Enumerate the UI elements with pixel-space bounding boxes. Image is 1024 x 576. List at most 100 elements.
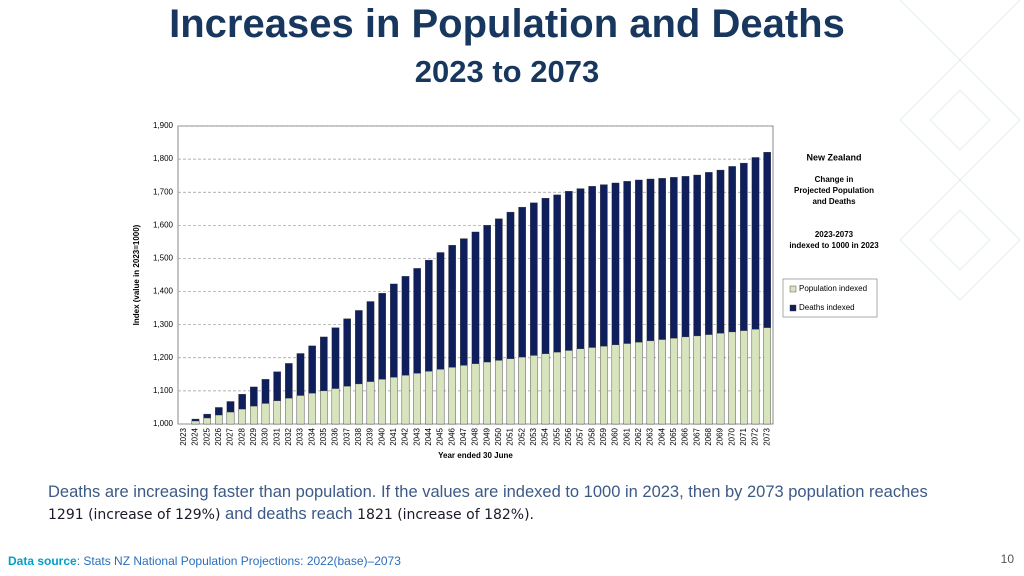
x-tick-label: 2046	[447, 427, 456, 445]
bar	[250, 405, 258, 425]
x-tick-label: 2035	[319, 427, 328, 445]
bar	[261, 403, 270, 425]
bar	[460, 365, 468, 425]
bar	[378, 379, 386, 425]
bar	[751, 329, 760, 425]
bar	[495, 360, 503, 425]
decoration	[899, 0, 1021, 301]
bar	[471, 363, 480, 425]
annotation: and Deaths	[812, 197, 856, 206]
legend-label: Deaths indexed	[799, 303, 855, 312]
x-tick-label: 2067	[692, 427, 701, 445]
caption-text: 1821 (increase of 182%).	[357, 507, 535, 523]
bar	[541, 353, 550, 425]
x-axis-title: Year ended 30 June	[438, 451, 513, 460]
x-tick-label: 2036	[331, 427, 340, 445]
y-tick-label: 1,200	[153, 353, 174, 362]
caption-text: 1291 (increase of 129%)	[48, 507, 221, 523]
y-axis-title: Index (value in 2023=1000)	[132, 224, 141, 325]
x-tick-label: 2045	[436, 427, 445, 445]
x-tick-label: 2031	[272, 427, 281, 445]
bar	[623, 343, 631, 425]
annotation: indexed to 1000 in 2023	[789, 241, 879, 250]
bar	[635, 342, 643, 425]
legend-label: Population indexed	[799, 284, 867, 293]
bar	[763, 327, 771, 425]
annotation: Change in	[815, 175, 854, 184]
x-tick-label: 2027	[226, 427, 235, 445]
y-tick-label: 1,300	[153, 320, 174, 329]
x-tick-label: 2049	[482, 427, 491, 445]
x-tick-label: 2026	[214, 427, 223, 445]
x-tick-label: 2071	[739, 427, 748, 445]
x-tick-label: 2051	[506, 427, 515, 445]
bar	[740, 330, 748, 425]
bar	[705, 334, 713, 425]
x-tick-label: 2059	[599, 427, 608, 445]
source-text: : Stats NZ National Population Projectio…	[76, 554, 401, 568]
bar	[646, 340, 655, 425]
bar	[226, 411, 235, 425]
y-tick-label: 1,800	[153, 154, 174, 163]
source-label: Data source	[8, 554, 77, 568]
bar	[343, 386, 351, 425]
bar	[716, 333, 725, 425]
x-tick-label: 2068	[704, 427, 713, 445]
bar	[331, 388, 340, 425]
bar	[355, 383, 363, 425]
x-tick-label: 2052	[517, 427, 526, 445]
bar	[588, 347, 596, 425]
y-tick-label: 1,900	[153, 121, 174, 130]
y-tick-label: 1,000	[153, 419, 174, 428]
x-tick-label: 2063	[646, 427, 655, 445]
annotation: Projected Population	[794, 186, 874, 195]
x-tick-label: 2023	[179, 427, 188, 445]
x-tick-label: 2065	[669, 427, 678, 445]
y-tick-label: 1,500	[153, 254, 174, 263]
bar	[390, 377, 398, 425]
x-tick-label: 2069	[716, 427, 725, 445]
bar	[658, 339, 666, 425]
x-tick-label: 2050	[494, 427, 503, 445]
x-tick-label: 2070	[727, 427, 736, 445]
caption: Deaths are increasing faster than popula…	[48, 481, 928, 526]
x-tick-label: 2037	[342, 427, 351, 445]
x-tick-label: 2060	[611, 427, 620, 445]
y-tick-label: 1,100	[153, 386, 174, 395]
x-tick-label: 2055	[552, 427, 561, 445]
x-tick-label: 2024	[191, 427, 200, 445]
x-tick-label: 2047	[459, 427, 468, 445]
bar	[553, 351, 561, 425]
x-tick-label: 2058	[587, 427, 596, 445]
x-tick-label: 2039	[366, 427, 375, 445]
x-tick-label: 2056	[564, 427, 573, 445]
x-tick-label: 2032	[284, 427, 293, 445]
annotation: 2023-2073	[815, 230, 854, 239]
bar	[600, 346, 608, 425]
legend-swatch	[789, 304, 797, 312]
annotation: New Zealand	[806, 152, 861, 162]
x-tick-label: 2062	[634, 427, 643, 445]
x-tick-label: 2041	[389, 427, 398, 445]
x-tick-label: 2053	[529, 427, 538, 445]
bar	[401, 375, 410, 425]
x-tick-label: 2040	[377, 427, 386, 445]
bar	[530, 355, 538, 425]
bar	[273, 400, 281, 425]
bar	[425, 371, 433, 425]
bar	[296, 395, 305, 425]
bar	[565, 350, 573, 425]
pattern	[899, 0, 1021, 301]
x-tick-label: 2064	[657, 427, 666, 445]
bar	[506, 358, 515, 425]
bar	[238, 408, 246, 425]
page-number: 10	[1000, 552, 1014, 566]
x-tick-label: 2034	[307, 427, 316, 445]
legend	[782, 278, 878, 318]
x-tick-label: 2066	[681, 427, 690, 445]
x-tick-label: 2073	[762, 427, 771, 445]
x-tick-label: 2033	[296, 427, 305, 445]
slide-subtitle: 2023 to 2073	[414, 54, 600, 89]
bar	[436, 369, 445, 425]
